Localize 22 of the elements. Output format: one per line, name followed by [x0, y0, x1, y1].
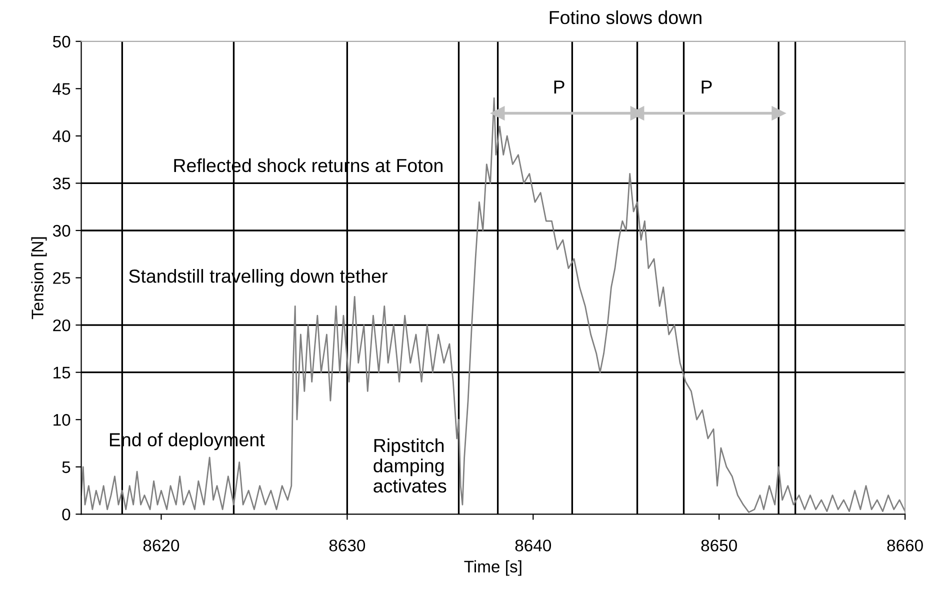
x-tick-label: 8650 [701, 540, 737, 552]
annotation: Ripstitch damping activates [374, 438, 446, 493]
annotation: P [702, 80, 712, 94]
x-tick-label: 8630 [329, 540, 366, 552]
x-tick-label: 8620 [143, 540, 180, 552]
y-tick-label: 50 [52, 36, 70, 48]
y-tick-label: 35 [52, 178, 70, 190]
y-tick-label: 0 [62, 508, 70, 520]
y-tick-label: 15 [54, 366, 70, 379]
x-tick-label: 8640 [515, 540, 552, 552]
y-tick-label: 20 [53, 319, 70, 332]
text: Fotino slows down [550, 10, 702, 24]
annotation: P [554, 80, 564, 94]
x-axis-title: Time [s] [464, 560, 522, 576]
y-tick-label: 40 [52, 130, 70, 142]
x-tick-label: 8660 [887, 540, 923, 552]
y-axis-title: Tension [N] [31, 237, 47, 320]
y-tick-label: 10 [54, 414, 70, 426]
y-tick-label: 25 [53, 272, 70, 284]
y-tick-label: 5 [62, 461, 70, 474]
y-tick-label: 45 [52, 83, 70, 95]
y-tick-label: 30 [52, 224, 70, 237]
